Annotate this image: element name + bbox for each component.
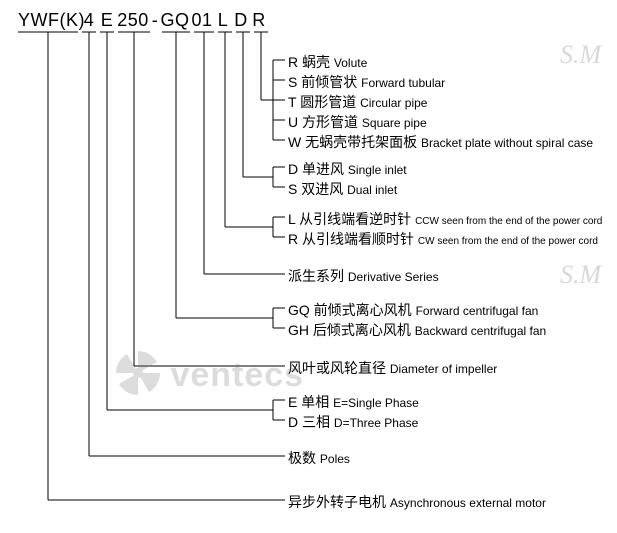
shell-0-en: Volute [334,56,367,70]
desc-shell-4: W 无蜗壳带托架面板 Bracket plate without spiral … [288,132,593,152]
shell-0-code: R [288,54,298,70]
fan-icon [110,345,166,406]
rotation-1-code: R [288,231,298,247]
desc-derivative: 派生系列 Derivative Series [288,266,439,286]
desc-phase-0: E 单相 E=Single Phase [288,392,419,412]
impeller-en: Diameter of impeller [390,362,497,376]
fantype-1-en: Backward centrifugal fan [415,324,546,338]
desc-rotation-0: L 从引线端看逆时针 CCW seen from the end of the … [288,209,602,229]
code-seg-fantype: GQ [160,10,190,31]
shell-4-en: Bracket plate without spiral case [421,136,593,150]
code-seg-shell: R [250,10,268,31]
phase-0-en: E=Single Phase [333,396,419,410]
fantype-0-zh: 前倾式离心风机 [314,302,412,318]
derivative-en: Derivative Series [348,270,439,284]
impeller-zh: 风叶或风轮直径 [288,360,386,376]
watermark-sm-1: S.M [560,40,601,70]
shell-4-code: W [288,134,301,150]
shell-1-en: Forward tubular [361,76,445,90]
shell-1-code: S [288,74,297,90]
rotation-0-en: CCW seen from the end of the power cord [415,216,602,227]
inlet-1-code: S [288,181,297,197]
watermark-logo-text: ventecs [170,356,304,394]
fantype-0-en: Forward centrifugal fan [416,304,539,318]
phase-1-en: D=Three Phase [334,416,418,430]
shell-3-zh: 方形管道 [302,114,358,130]
inlet-1-zh: 双进风 [301,181,343,197]
phase-0-code: E [288,394,297,410]
rotation-0-zh: 从引线端看逆时针 [299,211,411,227]
watermark-sm-2: S.M [560,260,601,290]
desc-motor: 异步外转子电机 Asynchronous external motor [288,492,546,512]
desc-poles: 极数 Poles [288,448,350,468]
shell-0-zh: 蜗壳 [302,54,330,70]
shell-3-code: U [288,114,298,130]
desc-shell-1: S 前倾管状 Forward tubular [288,72,445,92]
inlet-0-zh: 单进风 [302,161,344,177]
code-dash: - [150,10,160,31]
desc-shell-0: R 蜗壳 Volute [288,52,367,72]
desc-fantype-0: GQ 前倾式离心风机 Forward centrifugal fan [288,300,538,320]
shell-4-zh: 无蜗壳带托架面板 [305,134,417,150]
inlet-0-en: Single inlet [348,163,407,177]
phase-1-zh: 三相 [302,414,330,430]
inlet-0-code: D [288,161,298,177]
desc-shell-3: U 方形管道 Square pipe [288,112,427,132]
phase-0-zh: 单相 [301,394,329,410]
rotation-1-en: CW seen from the end of the power cord [418,236,598,247]
desc-impeller: 风叶或风轮直径 Diameter of impeller [288,358,497,378]
poles-en: Poles [320,452,350,466]
desc-inlet-0: D 单进风 Single inlet [288,159,407,179]
code-seg-rotation: L [214,10,232,31]
shell-2-code: T [288,94,296,110]
rotation-0-code: L [288,211,295,227]
rotation-1-zh: 从引线端看顺时针 [302,231,414,247]
desc-rotation-1: R 从引线端看顺时针 CW seen from the end of the p… [288,229,598,249]
inlet-1-en: Dual inlet [347,183,397,197]
motor-zh: 异步外转子电机 [288,494,386,510]
model-code-row: YWF(K) 4 E 250 - GQ 01 L D R [18,10,268,31]
poles-zh: 极数 [288,450,316,466]
desc-inlet-1: S 双进风 Dual inlet [288,179,397,199]
fantype-1-zh: 后倾式离心风机 [313,322,411,338]
desc-fantype-1: GH 后倾式离心风机 Backward centrifugal fan [288,320,546,340]
code-seg-inlet: D [232,10,250,31]
phase-1-code: D [288,414,298,430]
shell-2-zh: 圆形管道 [300,94,356,110]
code-seg-diameter: 250 [116,10,150,31]
code-seg-poles: 4 [80,10,98,31]
fantype-0-code: GQ [288,302,310,318]
code-seg-phase: E [98,10,116,31]
desc-shell-2: T 圆形管道 Circular pipe [288,92,427,112]
shell-3-en: Square pipe [362,116,427,130]
shell-1-zh: 前倾管状 [301,74,357,90]
code-prefix: YWF(K) [18,10,80,31]
fantype-1-code: GH [288,322,309,338]
watermark-logo: ventecs [110,345,304,406]
motor-en: Asynchronous external motor [390,496,546,510]
derivative-zh: 派生系列 [288,268,344,284]
code-seg-derivative: 01 [190,10,214,31]
shell-2-en: Circular pipe [360,96,427,110]
desc-phase-1: D 三相 D=Three Phase [288,412,418,432]
